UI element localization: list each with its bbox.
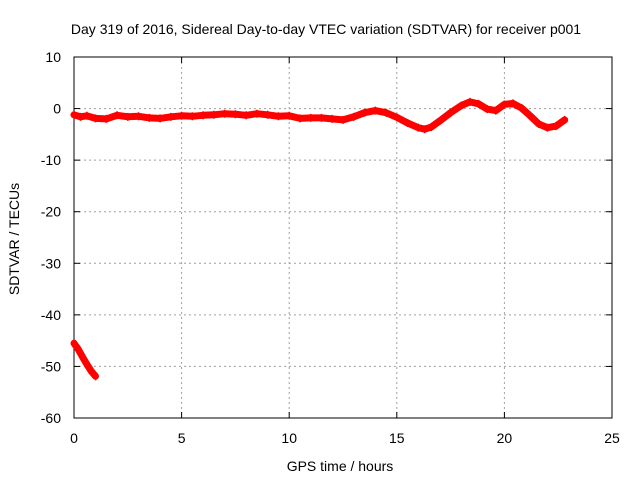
plot-frame (73, 56, 613, 419)
data-point (83, 111, 90, 120)
data-point (146, 113, 153, 122)
data-point (436, 116, 443, 125)
data-point (372, 106, 379, 115)
x-tick-label: 5 (178, 430, 186, 446)
data-point (92, 372, 99, 381)
series-band-main (70, 98, 569, 133)
data-point (103, 114, 110, 123)
x-tick-label: 0 (70, 430, 78, 446)
data-point (527, 111, 534, 120)
data-point (200, 111, 207, 120)
data-point (210, 110, 217, 119)
y-axis-label: SDTVAR / TECUs (6, 183, 22, 295)
y-tick-label: -40 (41, 307, 61, 323)
data-point (458, 101, 465, 110)
y-tick-label: -20 (41, 204, 61, 220)
data-point (275, 112, 282, 121)
y-tick-label: 0 (53, 101, 61, 117)
data-point (307, 113, 314, 122)
x-tick-label: 10 (281, 430, 297, 446)
data-point (253, 109, 260, 118)
data-point (157, 114, 164, 123)
data-point (329, 114, 336, 123)
data-point (553, 122, 560, 131)
data-point (71, 339, 77, 348)
data-point (518, 104, 525, 113)
data-point (75, 345, 82, 354)
data-point (415, 123, 422, 132)
y-tick-label: -10 (41, 152, 61, 168)
data-point (77, 112, 84, 121)
data-point (264, 110, 271, 119)
tick-labels: 0 5 10 15 20 25 -60 -50 -40 -30 -20 -10 0 10 (41, 49, 620, 446)
data-point (361, 108, 368, 117)
data-point (71, 110, 77, 119)
axis-ticks (73, 56, 613, 419)
x-tick-label: 25 (604, 430, 620, 446)
data-point (544, 123, 551, 132)
data-point (510, 99, 517, 108)
data-point (492, 106, 499, 115)
data-point (114, 111, 121, 120)
grid-lines (74, 57, 612, 418)
chart-title: Day 319 of 2016, Sidereal Day-to-day VTE… (71, 21, 581, 37)
data-point (79, 353, 86, 362)
x-tick-label: 15 (389, 430, 405, 446)
data-point (189, 112, 196, 121)
data-point (92, 114, 99, 123)
data-point (475, 99, 482, 108)
data-point (88, 367, 95, 376)
y-tick-label: 10 (45, 49, 61, 65)
data-point (383, 108, 390, 117)
data-point (350, 112, 357, 121)
data-point (561, 115, 568, 124)
data-point (428, 123, 435, 132)
data-point (178, 111, 185, 120)
data-point (447, 108, 454, 117)
data-point (232, 110, 239, 119)
data-point (135, 112, 142, 121)
data-point (340, 115, 346, 124)
data-point (404, 119, 411, 128)
data-point (286, 111, 293, 120)
data-point (124, 112, 131, 121)
data-point (484, 105, 491, 114)
x-axis-label: GPS time / hours (287, 458, 394, 474)
data-point (421, 125, 428, 134)
data-point (393, 113, 400, 122)
data-point (83, 360, 90, 369)
data-points (70, 97, 569, 381)
y-tick-label: -50 (41, 358, 61, 374)
data-point (466, 97, 473, 106)
x-tick-label: 20 (497, 430, 513, 446)
y-tick-label: -60 (41, 410, 61, 426)
data-point (221, 109, 228, 118)
data-point (296, 114, 303, 123)
data-point (167, 112, 174, 121)
y-tick-label: -30 (41, 255, 61, 271)
data-point (318, 113, 325, 122)
data-point (243, 111, 250, 120)
data-point (501, 100, 508, 109)
data-point (535, 120, 542, 129)
